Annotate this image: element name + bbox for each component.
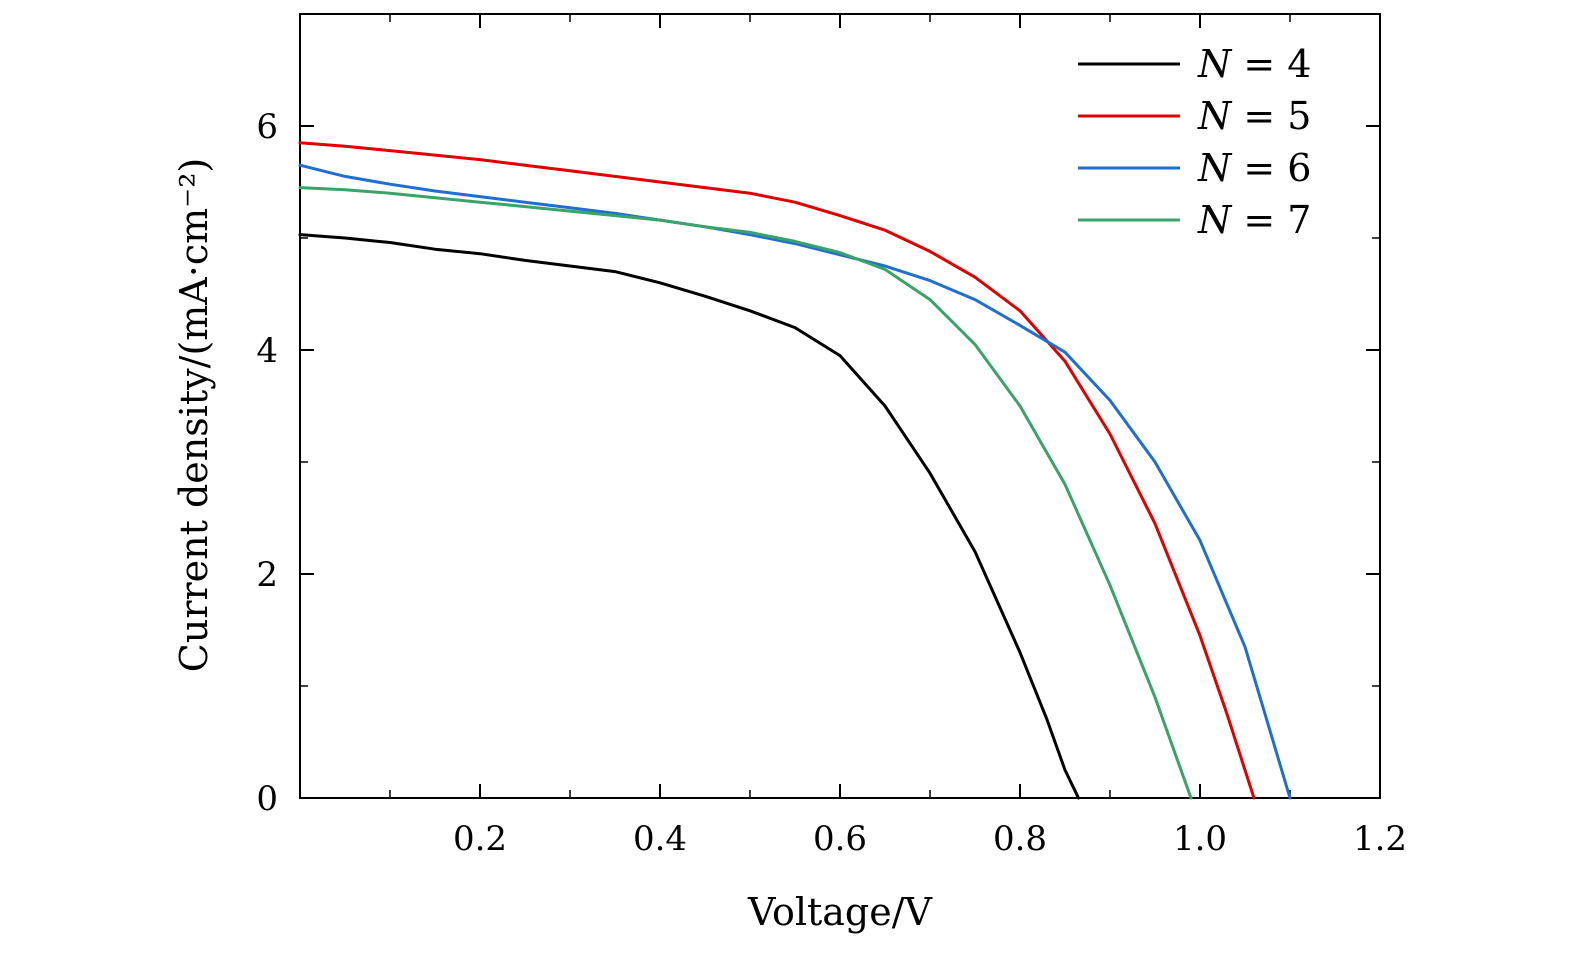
x-axis-title: Voltage/V (747, 890, 933, 934)
series-layer (298, 141, 1292, 800)
y-axis-title: Current density/(mA·cm⁻²) (172, 158, 216, 672)
y-tick-label: 6 (256, 107, 278, 147)
series-line-n6 (298, 163, 1292, 800)
x-tick-label: 0.8 (993, 819, 1047, 859)
y-tick-label: 2 (256, 555, 278, 595)
x-tick-label: 1.2 (1353, 819, 1407, 859)
y-tick-label: 0 (256, 779, 278, 819)
legend-label-n7: N = 7 (1197, 198, 1311, 242)
series-line-n4 (298, 233, 1080, 800)
legend-label-n4: N = 4 (1197, 42, 1311, 86)
x-tick-label: 1.0 (1173, 819, 1227, 859)
ticks-layer: 0.2 0.4 0.6 0.8 1.0 1.2 0 2 4 6 (256, 14, 1407, 859)
x-tick-label: 0.4 (633, 819, 687, 859)
series-line-n5 (298, 141, 1256, 800)
y-tick-label: 4 (256, 331, 278, 371)
x-tick-label: 0.2 (453, 819, 507, 859)
legend: N = 4 N = 5 N = 6 N = 7 (1078, 42, 1311, 242)
x-tick-label: 0.6 (813, 819, 867, 859)
legend-label-n6: N = 6 (1197, 146, 1311, 190)
legend-label-n5: N = 5 (1197, 94, 1311, 138)
series-line-n7 (298, 186, 1193, 800)
